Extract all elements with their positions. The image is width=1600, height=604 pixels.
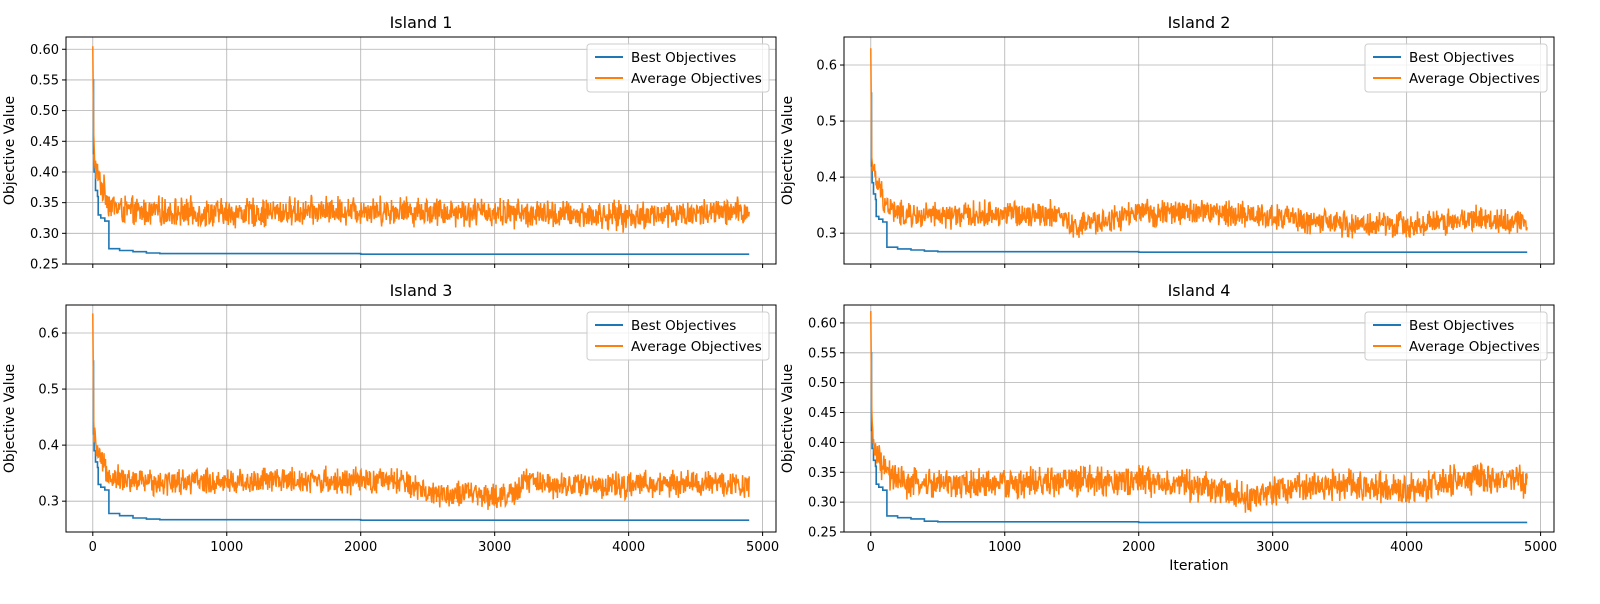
y-tick-label: 0.6 bbox=[38, 327, 59, 342]
x-tick-label: 4000 bbox=[1390, 540, 1423, 555]
y-axis-label: Objective Value bbox=[780, 96, 796, 205]
legend: Best Objectives Average Objectives bbox=[1364, 43, 1548, 93]
chart-title: Island 3 bbox=[390, 281, 453, 300]
axes-frame bbox=[843, 304, 1555, 533]
legend: Best Objectives Average Objectives bbox=[586, 311, 770, 361]
best-objectives-line bbox=[870, 92, 1528, 253]
y-axis-label: Objective Value bbox=[2, 96, 18, 205]
y-tick-label: 0.45 bbox=[808, 406, 837, 421]
x-tick-label: 3000 bbox=[478, 540, 511, 555]
x-tick-label: 0 bbox=[867, 540, 875, 555]
legend-label: Best Objectives bbox=[1409, 50, 1514, 66]
x-axis-label: Iteration bbox=[1169, 558, 1228, 574]
legend: Best Objectives Average Objectives bbox=[1364, 311, 1548, 361]
x-tick-label: 0 bbox=[89, 540, 97, 555]
y-tick-label: 0.3 bbox=[38, 495, 59, 510]
y-tick-label: 0.35 bbox=[30, 196, 59, 211]
legend-box bbox=[586, 311, 770, 361]
y-tick-label: 0.35 bbox=[808, 466, 837, 481]
x-tick-label: 5000 bbox=[1524, 540, 1557, 555]
y-tick-label: 0.4 bbox=[38, 439, 59, 454]
y-tick-label: 0.45 bbox=[30, 135, 59, 150]
x-tick-label: 1000 bbox=[210, 540, 243, 555]
y-tick-label: 0.3 bbox=[816, 227, 837, 242]
axes-frame bbox=[843, 36, 1555, 265]
average-objectives-line bbox=[870, 310, 1528, 513]
y-tick-label: 0.60 bbox=[808, 316, 837, 331]
y-tick-label: 0.25 bbox=[808, 526, 837, 541]
legend-label: Average Objectives bbox=[1409, 339, 1540, 355]
y-tick-label: 0.40 bbox=[30, 165, 59, 180]
y-tick-label: 0.6 bbox=[816, 59, 837, 74]
y-axis-label: Objective Value bbox=[780, 364, 796, 473]
x-tick-label: 3000 bbox=[1256, 540, 1289, 555]
legend-label: Average Objectives bbox=[631, 339, 762, 355]
average-objectives-line bbox=[92, 313, 750, 510]
y-tick-label: 0.5 bbox=[816, 115, 837, 130]
legend-label: Average Objectives bbox=[631, 71, 762, 87]
y-axis-label: Objective Value bbox=[2, 364, 18, 473]
legend-box bbox=[586, 43, 770, 93]
y-tick-label: 0.30 bbox=[30, 227, 59, 242]
legend-box bbox=[1364, 311, 1548, 361]
chart-panel-4: 0 1000 2000 3000 4000 5000 0.25 0.30 0.35 0.40 0.4… bbox=[780, 281, 1557, 574]
chart-title: Island 4 bbox=[1168, 281, 1231, 300]
x-tick-label: 5000 bbox=[746, 540, 779, 555]
chart-title: Island 1 bbox=[390, 13, 453, 32]
y-tick-label: 0.30 bbox=[808, 496, 837, 511]
chart-panel-3: 0 1000 2000 3000 4000 5000 0.3 0.4 0.5 0.6 Island … bbox=[2, 281, 779, 555]
x-tick-label: 2000 bbox=[1122, 540, 1155, 555]
chart-title: Island 2 bbox=[1168, 13, 1231, 32]
y-tick-label: 0.4 bbox=[816, 171, 837, 186]
best-objectives-line bbox=[92, 79, 750, 255]
y-tick-label: 0.25 bbox=[30, 258, 59, 273]
chart-panel-2: 0.3 0.4 0.5 0.6 Island 2 Objective Value Best … bbox=[780, 13, 1555, 268]
best-objectives-line bbox=[92, 360, 750, 521]
x-tick-label: 4000 bbox=[612, 540, 645, 555]
y-tick-label: 0.40 bbox=[808, 436, 837, 451]
average-objectives-line bbox=[92, 46, 750, 233]
legend-label: Best Objectives bbox=[631, 50, 736, 66]
axes-frame bbox=[65, 36, 777, 265]
y-tick-label: 0.55 bbox=[30, 73, 59, 88]
y-tick-label: 0.55 bbox=[808, 346, 837, 361]
y-tick-label: 0.50 bbox=[30, 104, 59, 119]
legend: Best Objectives Average Objectives bbox=[586, 43, 770, 93]
x-tick-label: 1000 bbox=[988, 540, 1021, 555]
legend-label: Best Objectives bbox=[631, 318, 736, 334]
y-tick-label: 0.50 bbox=[808, 376, 837, 391]
legend-label: Average Objectives bbox=[1409, 71, 1540, 87]
y-tick-label: 0.60 bbox=[30, 43, 59, 58]
legend-label: Best Objectives bbox=[1409, 318, 1514, 334]
y-tick-label: 0.5 bbox=[38, 383, 59, 398]
chart-panel-1: 0.25 0.30 0.35 0.40 0.45 0.50 0.55 0.60 Island 1… bbox=[2, 13, 777, 273]
average-objectives-line bbox=[870, 48, 1528, 239]
x-tick-label: 2000 bbox=[344, 540, 377, 555]
legend-box bbox=[1364, 43, 1548, 93]
axes-frame bbox=[65, 304, 777, 533]
